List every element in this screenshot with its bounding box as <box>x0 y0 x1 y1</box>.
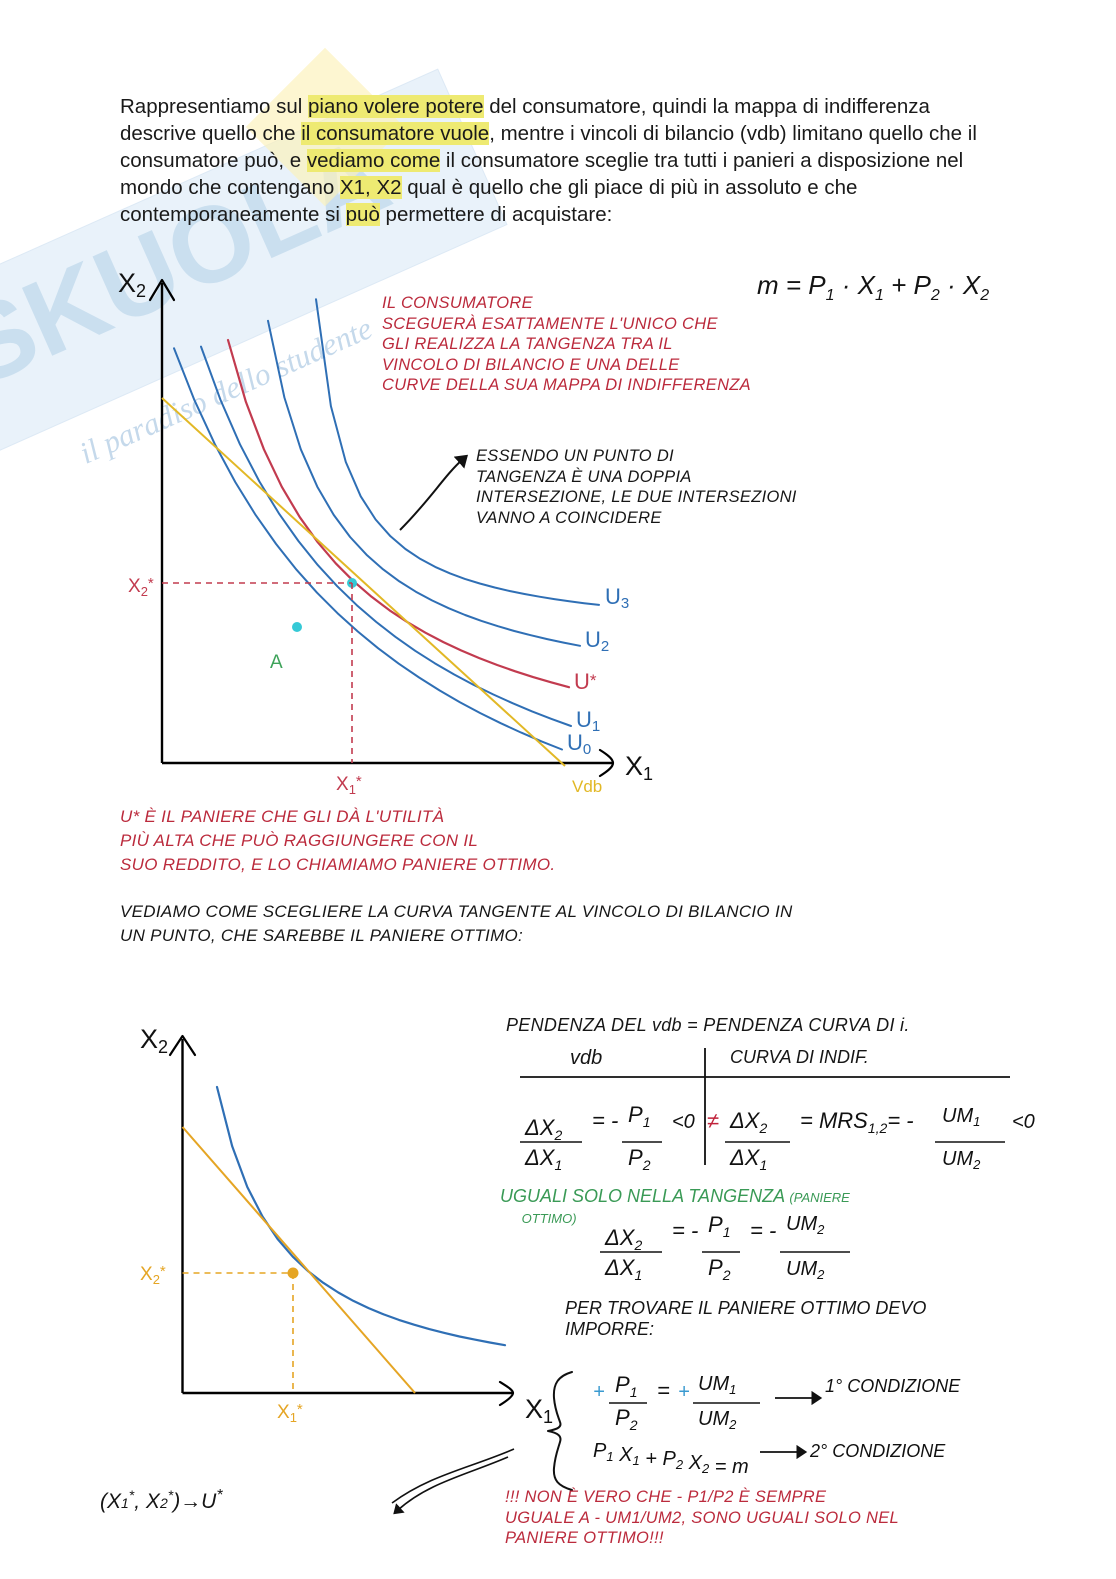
svg-text:=: = <box>657 1378 670 1403</box>
svg-text:UM2: UM2 <box>698 1408 737 1432</box>
svg-text:UM1: UM1 <box>698 1373 736 1397</box>
svg-text:P2: P2 <box>615 1405 638 1433</box>
svg-text:+: + <box>593 1381 605 1403</box>
svg-text:P1 X1 + P2 X2 = m: P1 X1 + P2 X2 = m <box>593 1440 749 1478</box>
svg-text:P1: P1 <box>615 1372 637 1400</box>
svg-text:+: + <box>678 1381 690 1403</box>
svg-text:2° CONDIZIONE: 2° CONDIZIONE <box>809 1441 946 1461</box>
svg-text:1° CONDIZIONE: 1° CONDIZIONE <box>825 1376 961 1396</box>
